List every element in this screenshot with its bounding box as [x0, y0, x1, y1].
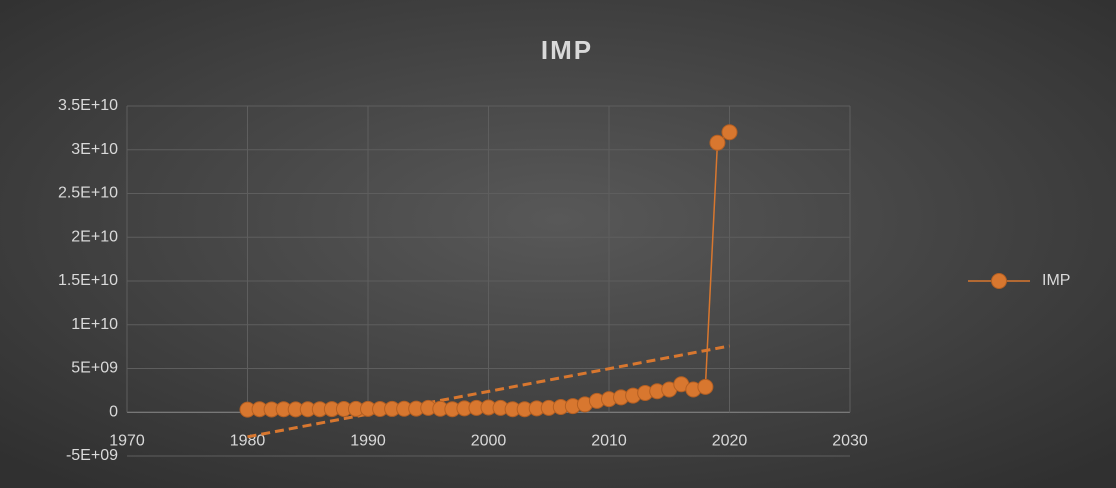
marker: [697, 378, 714, 395]
marker: [721, 124, 738, 141]
y-tick-label: 3.5E+10: [58, 97, 118, 114]
x-tick-label: 2020: [712, 432, 748, 449]
x-tick-label: 2030: [832, 432, 868, 449]
legend-marker: [991, 273, 1007, 289]
y-tick-label: 3E+10: [71, 141, 118, 158]
y-tick-label: 5E+09: [71, 360, 118, 377]
y-tick-label: 0: [109, 403, 118, 420]
chart-title: IMP: [541, 35, 593, 65]
x-tick-label: 1980: [230, 432, 266, 449]
y-tick-label: 1E+10: [71, 316, 118, 333]
x-tick-label: 2010: [591, 432, 627, 449]
x-tick-label: 1990: [350, 432, 386, 449]
x-tick-label: 2000: [471, 432, 507, 449]
trendline: [247, 344, 730, 439]
y-tick-label: 2.5E+10: [58, 185, 118, 202]
marker: [709, 134, 726, 151]
legend-label: IMP: [1042, 272, 1070, 289]
y-tick-label: 1.5E+10: [58, 272, 118, 289]
y-tick-label: -5E+09: [66, 447, 118, 464]
y-tick-label: 2E+10: [71, 228, 118, 245]
x-tick-label: 1970: [109, 432, 145, 449]
